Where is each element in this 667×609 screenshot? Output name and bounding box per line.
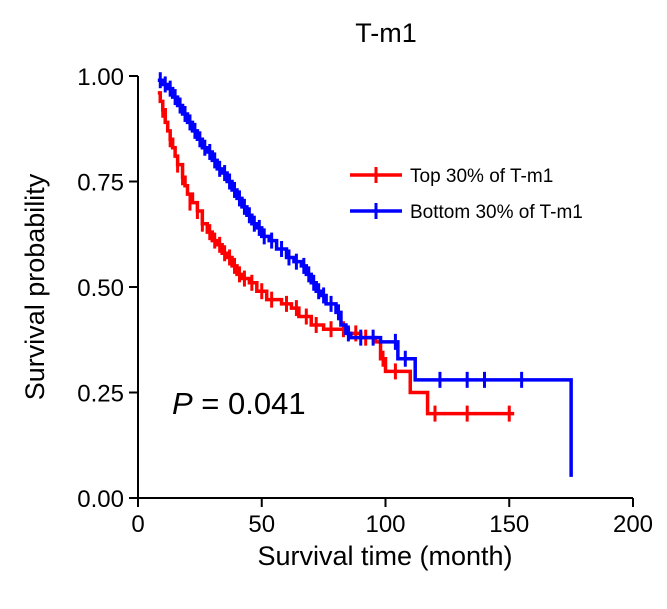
y-axis-title: Survival probability: [20, 173, 50, 400]
y-tick-label: 0.50: [77, 275, 124, 302]
y-axis: 0.00 0.25 0.50 0.75 1.00: [77, 64, 139, 513]
y-tick-label: 0.25: [77, 381, 124, 408]
series-layer: [157, 72, 573, 477]
x-tick-label: 150: [489, 511, 529, 538]
x-tick-label: 50: [248, 511, 275, 538]
legend-label-bottom: Bottom 30% of T-m1: [410, 202, 583, 223]
p-label: P: [172, 386, 193, 421]
survival-curve: [157, 91, 515, 416]
legend-label-top: Top 30% of T-m1: [410, 166, 553, 187]
y-tick-label: 1.00: [77, 64, 124, 91]
series-top: [157, 91, 515, 422]
legend-item-top: Top 30% of T-m1: [350, 166, 553, 187]
survival-curve: [157, 78, 573, 477]
p-value: = 0.041: [193, 386, 306, 421]
x-axis: 0 50 100 150 200: [131, 497, 653, 538]
y-tick-label: 0.00: [77, 486, 124, 513]
legend: Top 30% of T-m1 Bottom 30% of T-m1: [350, 166, 583, 223]
legend-item-bottom: Bottom 30% of T-m1: [350, 202, 583, 223]
x-tick-label: 100: [365, 511, 405, 538]
p-value-annotation: P = 0.041: [172, 386, 306, 421]
y-tick-label: 0.75: [77, 170, 124, 197]
x-axis-title: Survival time (month): [257, 541, 512, 571]
chart-title: T-m1: [355, 18, 417, 48]
x-tick-label: 200: [613, 511, 653, 538]
x-tick-label: 0: [131, 511, 144, 538]
series-bottom: [157, 72, 573, 477]
